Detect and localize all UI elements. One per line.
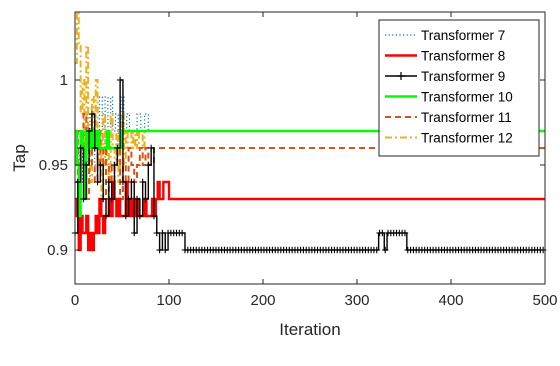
legend-marker [397, 72, 405, 80]
y-tick-label: 0.95 [39, 157, 68, 174]
series-9-marker [145, 161, 152, 169]
legend-label: Transformer 12 [421, 131, 513, 146]
series-9-marker [128, 178, 135, 186]
series-9-marker [100, 195, 107, 203]
series-9-marker [85, 127, 93, 135]
series-9-marker [156, 246, 163, 254]
series-9-marker [119, 178, 127, 186]
series-9-marker [373, 246, 380, 254]
series-9-marker [74, 178, 82, 186]
series-9-marker [147, 144, 155, 152]
series-9-marker [108, 195, 115, 203]
series-9-marker [116, 76, 124, 84]
series-9-marker [97, 161, 104, 169]
series-9-marker [139, 178, 146, 186]
ticks-layer: 0 100 200 300 400 500 0.9 0.95 1 [39, 12, 558, 309]
legend-label: Transformer 9 [421, 69, 505, 84]
series-12-group [75, 11, 545, 200]
series-9-marker [105, 178, 113, 186]
series-9-marker [153, 229, 160, 237]
x-tick-label: 300 [344, 292, 369, 309]
series-line-12 [75, 11, 545, 200]
legend-label: Transformer 8 [421, 49, 505, 64]
series-9-marker [122, 212, 129, 220]
series-9-marker [111, 161, 118, 169]
series-9-group [71, 76, 547, 254]
series-9-marker [136, 212, 144, 220]
series-9-marker [379, 229, 386, 237]
series-9-marker [91, 144, 98, 152]
series-9-marker [80, 195, 87, 203]
series-9-marker [88, 110, 96, 118]
legend-entry: Transformer 10 [385, 90, 513, 105]
x-tick-label: 0 [71, 292, 79, 309]
series-9-marker [131, 229, 138, 237]
legend-entry: Transformer 12 [385, 131, 513, 146]
legend-entry: Transformer 8 [385, 49, 505, 64]
series-9-marker [133, 195, 141, 203]
legend-entry: Transformer 9 [385, 69, 505, 84]
series-9-marker [382, 246, 389, 254]
series-11-group [75, 113, 545, 200]
series-9-marker [159, 229, 166, 237]
x-tick-label: 200 [250, 292, 275, 309]
series-9-marker [114, 144, 121, 152]
series-9-marker [125, 195, 132, 203]
legend: Transformer 7 Transformer 8 Transformer 9 T… [378, 19, 540, 157]
axes-layer [74, 11, 546, 285]
series-9-marker [77, 144, 84, 152]
y-tick-label: 1 [60, 72, 68, 89]
y-axis-title: Tap [10, 144, 29, 171]
series-line-11 [75, 113, 545, 200]
series-9-marker [102, 212, 110, 220]
series-9-marker [150, 212, 158, 220]
series-9-marker [94, 178, 101, 186]
legend-label: Transformer 11 [421, 110, 512, 125]
legend-entry: Transformer 11 [385, 110, 512, 125]
plot-frame [74, 11, 546, 285]
legend-label: Transformer 10 [421, 90, 513, 105]
x-tick-label: 500 [532, 292, 557, 309]
y-tick-label: 0.9 [47, 242, 68, 259]
x-tick-label: 400 [438, 292, 463, 309]
series-9-marker [83, 161, 90, 169]
x-axis-title: Iteration [279, 320, 340, 339]
series-9-marker [401, 229, 409, 237]
legend-box [378, 19, 540, 157]
series-9-marker [178, 229, 186, 237]
series-9-marker [162, 246, 169, 254]
series-layer [71, 11, 547, 254]
series-9-marker [142, 195, 149, 203]
legend-label: Transformer 7 [421, 28, 505, 43]
x-tick-label: 100 [156, 292, 181, 309]
legend-entry: Transformer 7 [385, 28, 505, 43]
